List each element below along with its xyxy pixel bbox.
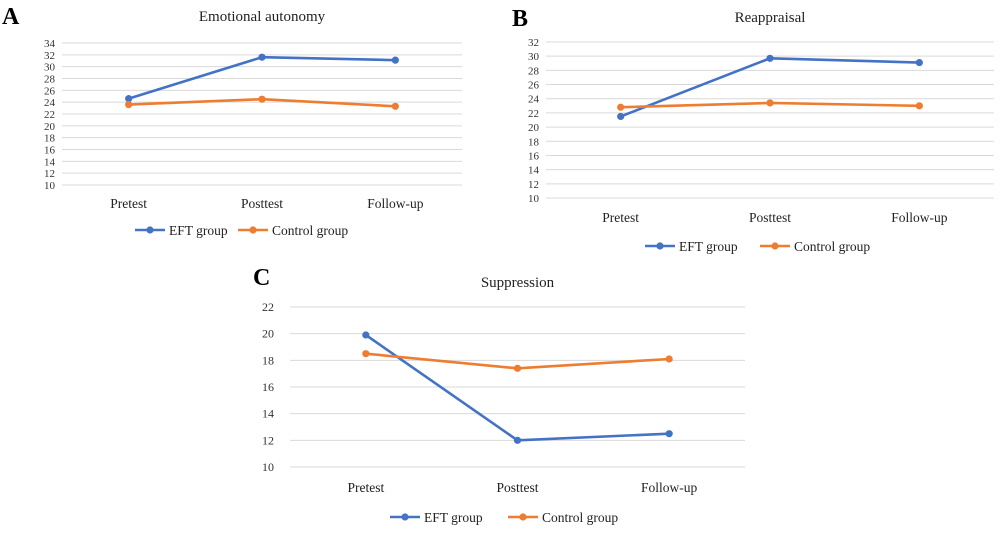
- y-tick-label: 12: [44, 168, 55, 180]
- y-tick-label: 14: [262, 407, 274, 421]
- y-tick-label: 14: [44, 156, 56, 168]
- series-line-eft-group: [364, 333, 671, 442]
- legend-label: Control group: [272, 223, 348, 238]
- y-tick-label: 10: [262, 460, 274, 474]
- y-tick-label: 26: [528, 80, 540, 92]
- chart-suppression: C Suppression 10 12 14 16 18 20 22 Pretest Posttes…: [253, 265, 745, 525]
- y-tick-label: 20: [44, 121, 56, 133]
- data-point-eft-group: [391, 56, 399, 64]
- y-tick-label: 24: [528, 94, 540, 106]
- chart-title: Emotional autonomy: [199, 9, 326, 25]
- y-tick-label: 20: [528, 122, 540, 134]
- y-tick-label: 24: [44, 97, 56, 109]
- y-tick-label: 30: [528, 51, 540, 63]
- data-point-eft-group: [665, 430, 673, 438]
- y-tick-label: 32: [44, 50, 55, 62]
- data-point-control-group: [617, 103, 625, 111]
- y-tick-label: 16: [44, 145, 56, 157]
- legend-label: Control group: [542, 510, 618, 525]
- series-line-eft-group: [619, 57, 921, 118]
- data-point-control-group: [258, 95, 266, 103]
- x-tick-label: Posttest: [241, 196, 283, 211]
- chart-emotional-autonomy: A Emotional autonomy101214161820222426283…: [2, 4, 462, 238]
- panel-letter: B: [512, 6, 528, 32]
- legend-item-control-group: Control group: [760, 239, 870, 254]
- legend-label: EFT group: [424, 510, 483, 525]
- x-tick-label: Follow-up: [367, 196, 424, 211]
- series-line-eft-group: [127, 55, 397, 100]
- y-tick-label: 32: [528, 37, 539, 49]
- y-tick-label: 28: [44, 74, 56, 86]
- x-tick-label: Posttest: [496, 480, 538, 495]
- chart-reappraisal: B Reappraisal 10 12 14 16 18 20 22 24 26 28 30 32 Pret…: [512, 6, 994, 254]
- legend-item-eft-group: EFT group: [135, 223, 228, 238]
- legend-label: Control group: [794, 239, 870, 254]
- y-tick-label: 30: [44, 62, 56, 74]
- data-point-eft-group: [125, 95, 133, 103]
- x-tick-label: Follow-up: [891, 210, 948, 225]
- chart-title: Reappraisal: [735, 10, 806, 26]
- y-tick-label: 18: [528, 136, 540, 148]
- data-point-control-group: [915, 102, 923, 110]
- chart-title: Suppression: [481, 275, 555, 291]
- y-tick-label: 28: [528, 65, 540, 77]
- legend-marker: [146, 226, 154, 234]
- x-tick-label: Follow-up: [641, 480, 698, 495]
- x-tick-label: Pretest: [110, 196, 147, 211]
- y-tick-label: 22: [44, 109, 55, 121]
- data-point-eft-group: [362, 331, 370, 339]
- data-point-control-group: [125, 100, 133, 109]
- y-tick-label: 18: [44, 133, 56, 145]
- legend-label: EFT group: [679, 239, 738, 254]
- x-tick-label: Pretest: [347, 480, 384, 495]
- legend-item-eft-group: EFT group: [645, 239, 738, 254]
- legend-item-control-group: Control group: [238, 223, 348, 238]
- data-point-control-group: [362, 350, 370, 358]
- data-point-eft-group: [258, 53, 266, 61]
- data-point-eft-group: [513, 436, 522, 444]
- y-tick-label: 16: [262, 380, 274, 394]
- legend-marker: [656, 242, 664, 250]
- data-point-control-group: [766, 99, 774, 107]
- y-tick-label: 10: [528, 193, 540, 205]
- y-tick-label: 10: [44, 180, 56, 192]
- y-tick-label: 16: [528, 150, 540, 162]
- y-tick-label: 18: [262, 353, 274, 367]
- y-tick-label: 20: [262, 327, 274, 341]
- panel-letter: A: [2, 4, 20, 30]
- y-tick-label: 22: [528, 108, 539, 120]
- x-tick-label: Posttest: [749, 210, 791, 225]
- y-tick-label: 12: [528, 179, 539, 191]
- legend-marker: [771, 242, 779, 250]
- x-tick-label: Pretest: [602, 210, 639, 225]
- legend-marker: [519, 513, 527, 521]
- data-point-control-group: [391, 102, 399, 110]
- legend-item-eft-group: EFT group: [390, 510, 483, 525]
- y-tick-label: 12: [262, 433, 274, 447]
- legend-marker: [249, 226, 257, 234]
- legend-label: EFT group: [169, 223, 228, 238]
- data-point-eft-group: [915, 58, 923, 67]
- legend-item-control-group: Control group: [508, 510, 618, 525]
- data-point-control-group: [513, 364, 522, 372]
- data-point-control-group: [665, 355, 673, 363]
- legend-marker: [401, 513, 409, 521]
- y-tick-label: 22: [262, 300, 274, 314]
- data-point-eft-group: [766, 54, 774, 62]
- panel-letter: C: [253, 265, 270, 291]
- y-tick-label: 26: [44, 85, 56, 97]
- data-point-eft-group: [617, 112, 625, 121]
- y-tick-label: 14: [528, 165, 540, 177]
- y-tick-label: 34: [44, 38, 56, 50]
